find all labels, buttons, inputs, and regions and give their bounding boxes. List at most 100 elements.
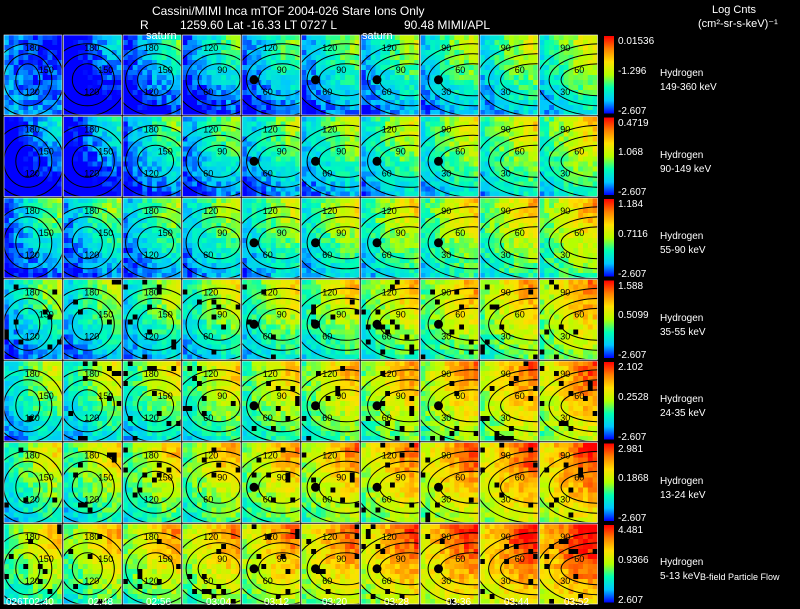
saturn-marker xyxy=(372,75,382,85)
contour-label: 120 xyxy=(25,413,40,423)
contour-label: 90 xyxy=(217,310,227,320)
colorbar-max-label: 4.481 xyxy=(618,525,644,536)
panel-r6-c0: 180 150 120 xyxy=(3,523,63,605)
panel-r2-c5: 120 90 60 xyxy=(301,197,360,279)
contour-label: 120 xyxy=(25,250,40,260)
panel-r3-c5: 120 90 60 xyxy=(301,279,360,360)
contour-label: 90 xyxy=(277,391,287,401)
panel-r5-c0: 180 150 120 xyxy=(3,442,63,523)
contour-label: 60 xyxy=(203,250,213,260)
contour-label: 150 xyxy=(158,391,173,401)
species-label: Hydrogen xyxy=(660,475,704,487)
contour-label: 90 xyxy=(336,228,346,238)
contour-label: 60 xyxy=(574,391,584,401)
contour-label: 120 xyxy=(322,206,337,216)
saturn-marker xyxy=(434,319,443,329)
panel-r1-c4: 120 90 60 xyxy=(241,116,301,197)
contour-label: 90 xyxy=(560,532,570,542)
contour-label: 90 xyxy=(441,43,451,53)
colorbar-max-label: 0.01536 xyxy=(618,36,655,47)
colorbar-min-label: -2.607 xyxy=(618,431,647,443)
contour-label: 120 xyxy=(144,332,159,342)
contour-label: 60 xyxy=(515,473,525,483)
contour-label: 60 xyxy=(455,147,465,157)
panel-r4-c7: 90 60 30 xyxy=(420,360,479,442)
panel-r4-c9: 90 60 30 xyxy=(539,360,598,442)
contour-label: 180 xyxy=(25,451,40,461)
contour-label: 60 xyxy=(263,332,273,342)
contour-label: 90 xyxy=(277,228,287,238)
contour-label: 60 xyxy=(322,250,332,260)
panel-r0-c0: 180 150 120 xyxy=(3,34,63,116)
species-label: Hydrogen xyxy=(660,312,704,324)
chart-title: Cassini/MIMI Inca mTOF 2004-026 Stare Io… xyxy=(152,4,425,18)
panel-r3-c2: 180 150 120 xyxy=(122,279,182,360)
contour-label: 120 xyxy=(203,288,218,298)
panel-r4-c6: 120 90 60 xyxy=(360,360,420,442)
panel-r3-c4: 120 90 60 xyxy=(241,279,301,360)
contour-label: 60 xyxy=(574,473,584,483)
contour-label: 90 xyxy=(217,228,227,238)
panel-r4-c1: 180 150 120 xyxy=(63,360,122,442)
colorbar-mid-label: 0.7116 xyxy=(618,228,648,240)
contour-label: 90 xyxy=(336,310,346,320)
contour-label: 120 xyxy=(84,332,99,342)
saturn-marker xyxy=(434,75,443,85)
colorbar-min-label: -2.607 xyxy=(618,105,647,117)
contour-label: 60 xyxy=(382,576,392,586)
contour-label: 90 xyxy=(336,147,346,157)
saturn-marker xyxy=(434,238,443,248)
contour-label: 90 xyxy=(396,228,406,238)
contour-label: 90 xyxy=(441,451,451,461)
contour-label: 120 xyxy=(382,288,397,298)
saturn-marker xyxy=(372,238,382,248)
contour-label: 180 xyxy=(144,369,159,379)
contour-label: 120 xyxy=(322,43,337,53)
contour-label: 60 xyxy=(455,554,465,564)
contour-label: 150 xyxy=(98,310,113,320)
contour-label: 180 xyxy=(84,532,99,542)
panel-r5-c5: 120 90 60 xyxy=(301,442,360,523)
contour-label: 90 xyxy=(217,147,227,157)
contour-label: 60 xyxy=(515,147,525,157)
panel-r5-c2: 180 150 120 xyxy=(122,442,182,523)
contour-label: 120 xyxy=(203,206,218,216)
contour-label: 60 xyxy=(263,87,273,97)
panel-r3-c9: 90 60 30 xyxy=(539,279,598,360)
contour-label: 120 xyxy=(84,169,99,179)
panel-r6-c7: 90 60 30 xyxy=(420,523,479,605)
panel-r4-c5: 120 90 60 xyxy=(301,360,360,442)
panel-r1-c0: 180 150 120 xyxy=(3,116,63,197)
saturn-marker xyxy=(311,238,320,248)
contour-label: 120 xyxy=(25,87,40,97)
panel-r1-c7: 90 60 30 xyxy=(420,116,479,197)
contour-label: 90 xyxy=(336,554,346,564)
energy-label: 55-90 keV xyxy=(660,245,706,256)
contour-label: 60 xyxy=(322,576,332,586)
energy-label: 35-55 keV xyxy=(660,326,706,338)
contour-label: 150 xyxy=(98,65,113,75)
colorbar-max-label: 2.102 xyxy=(618,362,644,373)
contour-label: 120 xyxy=(382,43,397,53)
time-tick-label: 026T02:40 xyxy=(6,597,54,608)
contour-label: 120 xyxy=(203,369,218,379)
contour-label: 150 xyxy=(98,473,113,483)
panel-r6-c8: 90 60 30 xyxy=(479,523,539,605)
contour-label: 180 xyxy=(144,206,159,216)
contour-label: 30 xyxy=(441,495,451,505)
panel-r0-c4: 120 90 60 xyxy=(241,34,301,116)
contour-label: 120 xyxy=(25,332,40,342)
saturn-marker xyxy=(249,319,259,329)
saturn-marker xyxy=(372,482,382,492)
saturn-marker xyxy=(249,156,259,166)
contour-label: 90 xyxy=(560,288,570,298)
contour-label: 120 xyxy=(84,576,99,586)
panel-r4-c3: 120 90 60 xyxy=(182,360,241,442)
contour-label: 60 xyxy=(455,228,465,238)
saturn-marker xyxy=(249,482,259,492)
panel-r6-c6: 120 90 60 xyxy=(360,523,420,605)
contour-label: 120 xyxy=(382,451,397,461)
colorbar-min-label: -2.607 xyxy=(618,350,647,361)
contour-label: 90 xyxy=(560,451,570,461)
contour-label: 90 xyxy=(501,532,511,542)
